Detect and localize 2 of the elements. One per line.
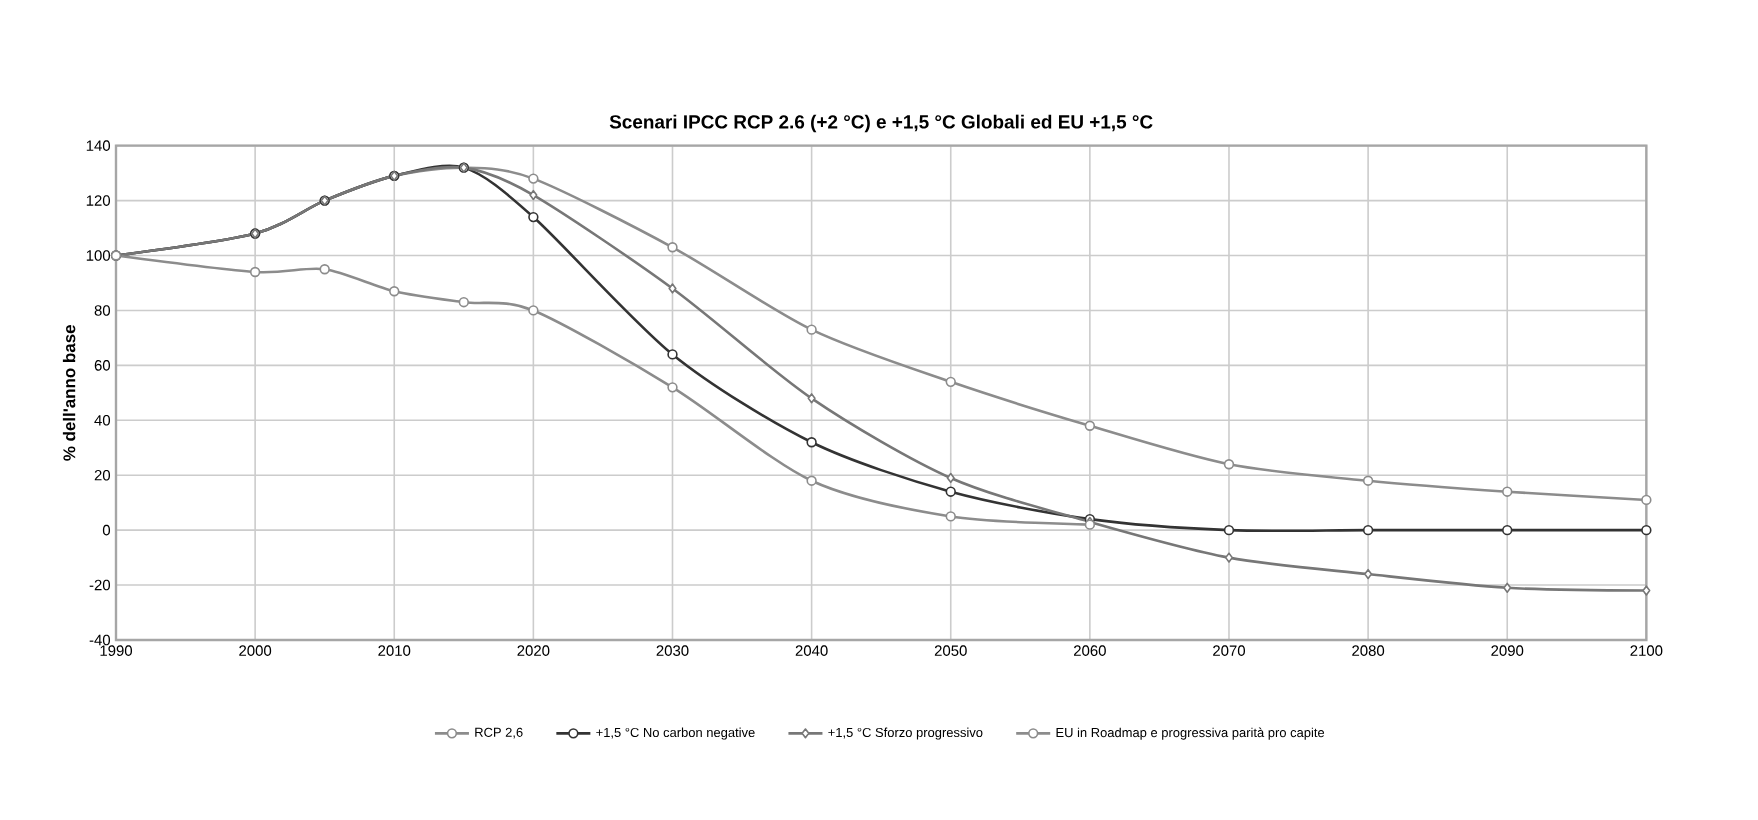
- chart-title: Scenari IPCC RCP 2.6 (+2 °C) e +1,5 °C Globali ed EU +1,5 °C: [609, 114, 1153, 133]
- y-axis-title: % dell'anno base: [62, 325, 76, 461]
